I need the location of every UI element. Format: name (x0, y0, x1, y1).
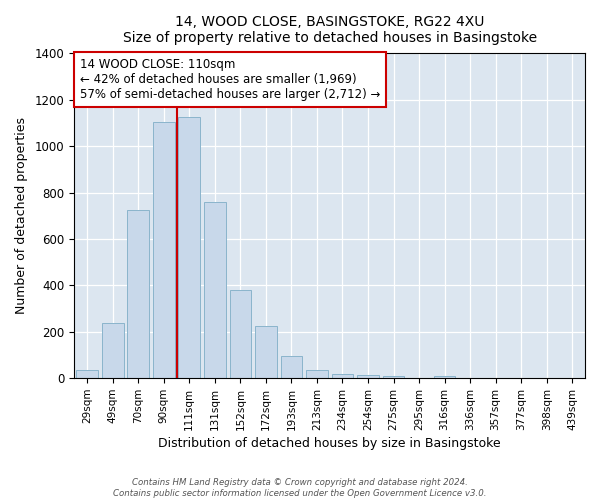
Bar (204, 202, 226, 378)
Bar (127, 210, 149, 378)
Bar (383, 376, 404, 378)
Bar (332, 374, 353, 378)
Bar (434, 376, 455, 378)
Bar (230, 290, 251, 378)
Bar (178, 117, 200, 378)
Text: Contains HM Land Registry data © Crown copyright and database right 2024.
Contai: Contains HM Land Registry data © Crown c… (113, 478, 487, 498)
Bar (102, 322, 124, 378)
X-axis label: Distribution of detached houses by size in Basingstoke: Distribution of detached houses by size … (158, 437, 501, 450)
Bar (281, 356, 302, 378)
Bar (306, 370, 328, 378)
Bar (255, 326, 277, 378)
Bar (76, 370, 98, 378)
Bar (357, 374, 379, 378)
Bar (153, 122, 175, 378)
Text: 14 WOOD CLOSE: 110sqm
← 42% of detached houses are smaller (1,969)
57% of semi-d: 14 WOOD CLOSE: 110sqm ← 42% of detached … (80, 58, 380, 101)
Title: 14, WOOD CLOSE, BASINGSTOKE, RG22 4XU
Size of property relative to detached hous: 14, WOOD CLOSE, BASINGSTOKE, RG22 4XU Si… (122, 15, 537, 45)
Y-axis label: Number of detached properties: Number of detached properties (15, 118, 28, 314)
